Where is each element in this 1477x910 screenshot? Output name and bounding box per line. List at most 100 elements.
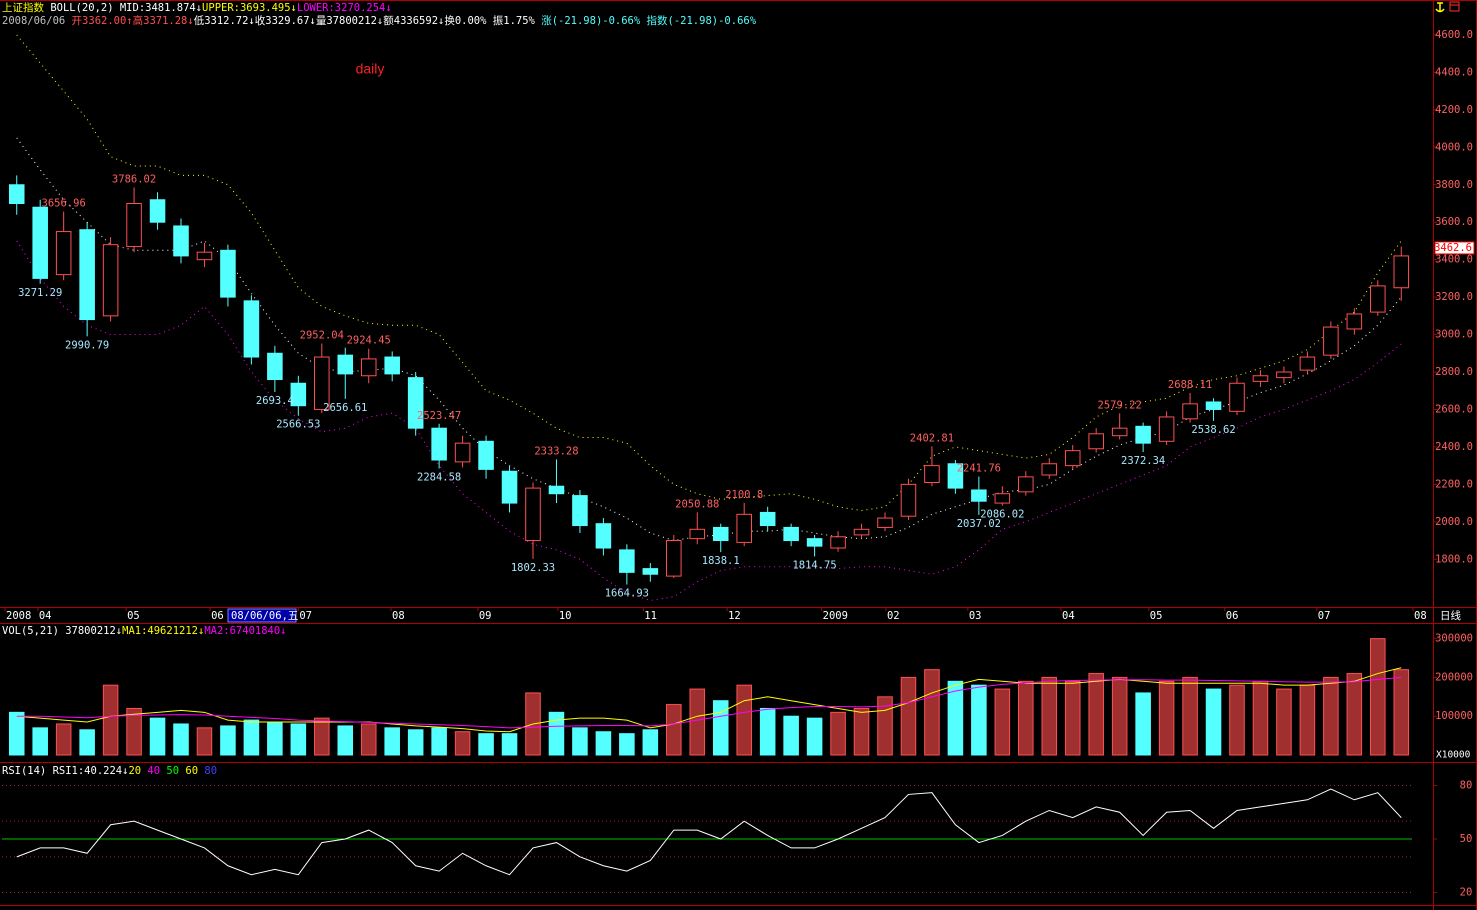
candle-body <box>1041 463 1058 476</box>
header-text: 上证指数 BOLL(20,2) MID:3481.874↓UPPER:3693.… <box>2 1 392 14</box>
price-tag <box>1434 241 1475 255</box>
candle-body <box>149 199 166 223</box>
y-tick-label: 3800.0 <box>1435 179 1473 191</box>
candle-body <box>759 511 776 527</box>
volume-bar <box>1018 680 1034 756</box>
volume-bar <box>924 669 940 756</box>
high-label: 2402.81 <box>910 432 954 444</box>
header-segment: 涨(-21.98)-0.66% 指数(-21.98)-0.66% <box>541 14 757 27</box>
candle-body <box>1276 371 1292 379</box>
header-segment: 高3371.28↓ <box>133 14 194 27</box>
header-segment: 开3362.00↑ <box>72 15 133 27</box>
candle-body <box>619 549 635 573</box>
header-segment: 低3312.72↓ <box>194 14 255 27</box>
candle-body <box>478 440 494 470</box>
volume-bar <box>360 723 377 756</box>
level-label: 40 <box>147 765 160 777</box>
volume-bar <box>314 717 330 756</box>
candle-body <box>1111 427 1128 437</box>
window-icon[interactable] <box>1449 1 1460 12</box>
level-label: 50 <box>166 765 179 777</box>
y-tick-label: 1800.0 <box>1435 553 1473 565</box>
volume-bar <box>1323 676 1339 756</box>
header-segment: 37800212↓ <box>65 625 122 637</box>
candle-body <box>853 528 870 536</box>
volume-bar <box>1111 676 1128 756</box>
volume-bar <box>619 733 635 756</box>
volume-bar <box>267 721 283 756</box>
volume-bar <box>1276 688 1292 756</box>
y-tick-label: 2200.0 <box>1435 478 1473 490</box>
candle-body <box>1346 313 1363 330</box>
volume-bar <box>337 725 354 756</box>
candle-body <box>102 244 119 317</box>
candle-body <box>548 485 565 495</box>
x-tick-label: 02 <box>887 610 900 622</box>
volume-bar <box>431 727 447 756</box>
x-tick-label: 08 <box>1414 610 1427 622</box>
candle-body <box>360 358 377 377</box>
y-tick-label: 3000.0 <box>1435 329 1473 341</box>
volume-bar <box>1205 688 1222 756</box>
candle-body <box>55 231 72 276</box>
level-label: 20 <box>128 765 141 777</box>
volume-bar <box>1041 676 1058 756</box>
candle-body <box>900 483 917 517</box>
high-label: 2952.04 <box>300 330 344 342</box>
x-tick-label: 03 <box>969 610 982 622</box>
header-segment: 换0.00% 振1.75% <box>444 14 541 27</box>
chart-title: daily <box>356 61 385 77</box>
volume-bar <box>759 707 776 756</box>
candle-body <box>407 377 424 429</box>
low-label: 2086.02 <box>980 509 1024 521</box>
candle-body <box>947 463 964 489</box>
y-tick-label: 3600.0 <box>1435 216 1473 228</box>
header-segment: RSI1:40.224↓ <box>53 765 129 777</box>
candle-body <box>243 300 260 358</box>
candle-body <box>1252 375 1269 382</box>
candle-body <box>454 442 471 463</box>
low-label: 1664.93 <box>605 588 649 600</box>
high-label: 2579.22 <box>1098 399 1142 411</box>
high-label: 3656.96 <box>42 198 86 210</box>
volume-bar <box>243 719 260 756</box>
low-label: 2372.34 <box>1121 455 1165 467</box>
candle-body <box>431 427 447 461</box>
volume-bar <box>994 688 1011 756</box>
volume-bar <box>290 723 307 756</box>
high-label: 2333.28 <box>534 445 578 457</box>
volume-bar <box>407 729 424 756</box>
header-segment: 2008/06/06 <box>2 15 72 27</box>
x-tick-label: 12 <box>728 610 741 622</box>
high-label: 2100.8 <box>725 489 763 501</box>
x-tick-label: 05 <box>127 610 140 622</box>
volume-bar <box>1182 676 1198 756</box>
high-label: 2924.45 <box>347 335 391 347</box>
candle-body <box>1323 326 1339 356</box>
candle-body <box>290 382 307 407</box>
header-segment: 上证指数 <box>2 1 44 14</box>
low-label: 1814.75 <box>792 559 836 571</box>
high-label: 2523.47 <box>417 410 461 422</box>
header-segment: UPPER:3693.495↓ <box>202 2 297 14</box>
candle-body <box>314 356 330 410</box>
volume-ma1 <box>16 667 1402 733</box>
x-tick-label: 07 <box>299 610 312 622</box>
volume-bar <box>1299 684 1316 756</box>
volume-bar <box>1252 680 1269 756</box>
candle-body <box>595 523 612 549</box>
y-tick-label: 200000 <box>1435 671 1473 683</box>
anchor-icon[interactable] <box>1435 2 1445 13</box>
volume-bar <box>548 711 565 756</box>
y-tick-label: 80 <box>1460 780 1473 792</box>
x-tick-label: 06 <box>1226 610 1239 622</box>
volume-bar <box>853 707 870 756</box>
volume-bar <box>1158 680 1175 756</box>
toolbar-icons[interactable] <box>1435 1 1460 13</box>
candle-body <box>1182 403 1198 420</box>
volume-bar <box>384 727 400 756</box>
candle-body <box>1393 255 1410 289</box>
